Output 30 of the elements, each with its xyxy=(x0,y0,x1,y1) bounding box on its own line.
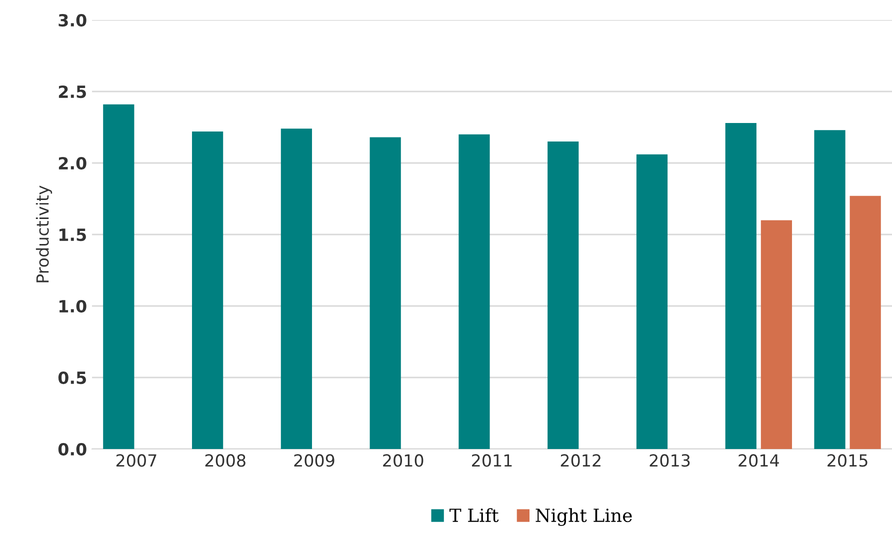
bar xyxy=(850,196,881,449)
y-axis-title: Productivity xyxy=(36,186,52,282)
bar xyxy=(458,134,490,449)
bar xyxy=(548,142,579,449)
x-tick-label: 2013 xyxy=(650,454,690,467)
bar xyxy=(814,130,846,449)
y-tick-label: 3.0 xyxy=(58,14,86,27)
y-tick-label: 1.0 xyxy=(59,300,86,313)
y-tick-label: 1.5 xyxy=(59,228,86,242)
x-tick-label: 2014 xyxy=(738,454,779,467)
bar xyxy=(103,104,134,449)
y-tick-label: 2.5 xyxy=(58,85,86,98)
bar xyxy=(636,154,668,449)
bar xyxy=(280,128,312,449)
y-tick-label: 0.0 xyxy=(58,442,86,456)
legend-label: Night Line xyxy=(536,508,632,526)
bar xyxy=(192,132,224,449)
x-tick-label: 2010 xyxy=(383,454,424,467)
bar xyxy=(725,122,756,449)
legend-label: T Lift xyxy=(449,508,499,522)
bar xyxy=(760,220,792,449)
bar xyxy=(370,137,401,449)
x-tick-label: 2011 xyxy=(472,454,512,467)
x-tick-label: 2008 xyxy=(205,454,246,467)
x-tick-label: 2015 xyxy=(828,454,868,467)
y-tick-label: 0.5 xyxy=(58,371,86,384)
y-tick-label: 2.0 xyxy=(58,156,86,170)
x-tick-label: 2012 xyxy=(560,454,600,467)
x-tick-label: 2007 xyxy=(116,454,156,467)
x-tick-label: 2009 xyxy=(294,454,334,467)
